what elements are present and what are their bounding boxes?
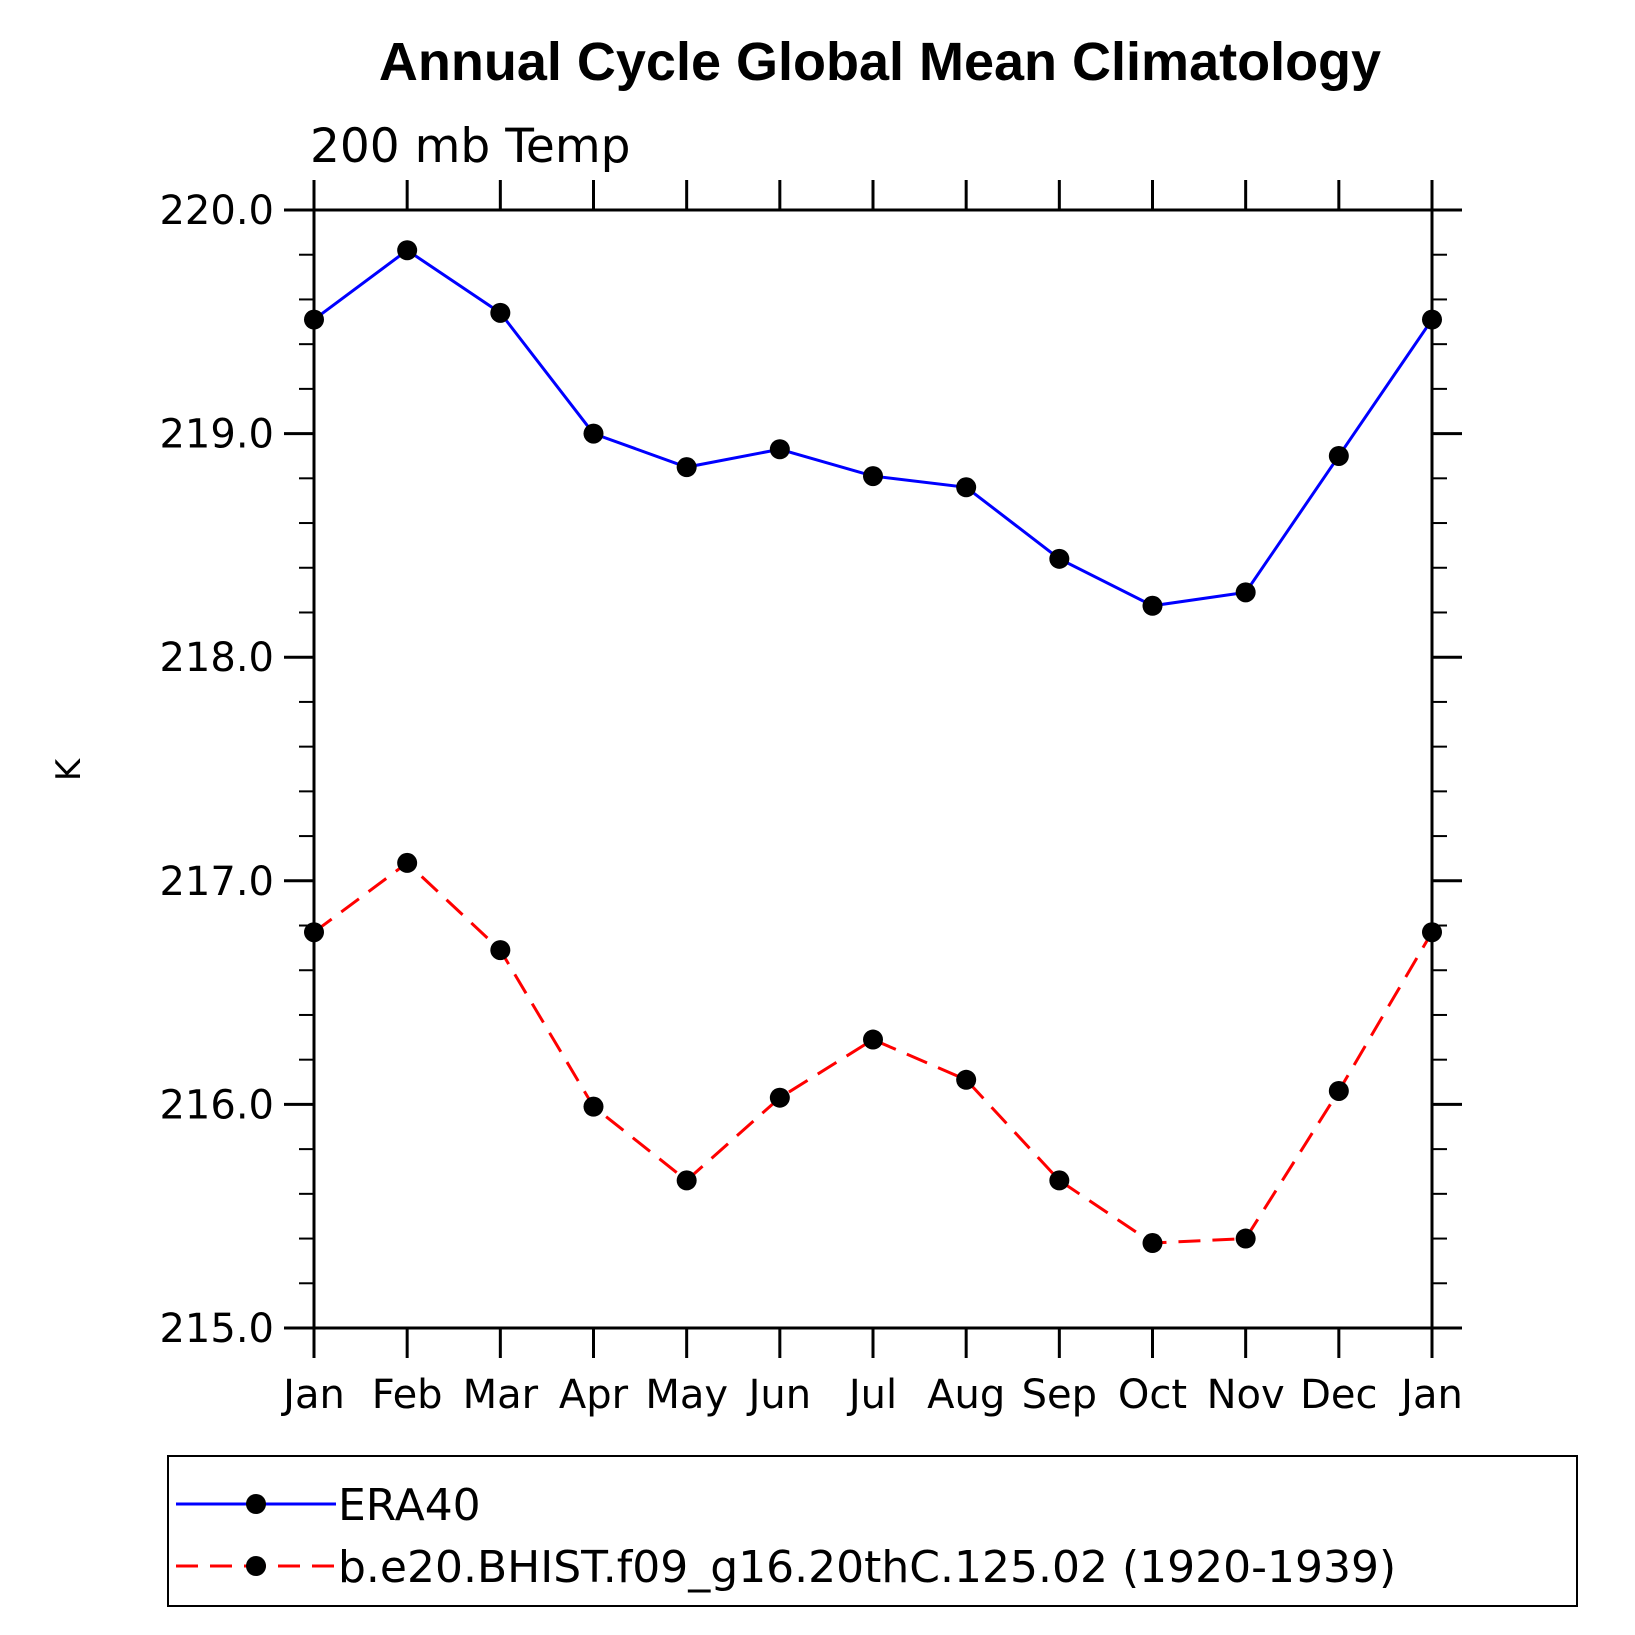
legend-label: ERA40 bbox=[338, 1480, 481, 1531]
data-point bbox=[1142, 1233, 1163, 1254]
x-tick-label: Jul bbox=[846, 1372, 897, 1418]
data-point bbox=[583, 423, 604, 444]
y-tick-label: 215.0 bbox=[159, 1306, 274, 1352]
x-tick-label: Apr bbox=[559, 1372, 629, 1418]
legend: ERA40 b.e20.BHIST.f09_g16.20thC.125.02 (1… bbox=[167, 1455, 1578, 1607]
x-tick-label: Dec bbox=[1300, 1372, 1377, 1418]
data-point bbox=[676, 457, 697, 478]
y-tick-label: 220.0 bbox=[159, 188, 274, 234]
data-point bbox=[1049, 1170, 1070, 1191]
chart-subtitle: 200 mb Temp bbox=[310, 119, 630, 174]
x-tick-label: Aug bbox=[927, 1372, 1005, 1418]
data-point bbox=[1235, 1228, 1256, 1249]
data-point bbox=[397, 240, 418, 261]
axis-ticks bbox=[284, 180, 1462, 1358]
data-point bbox=[676, 1170, 697, 1191]
x-tick-label: Jan bbox=[280, 1372, 345, 1418]
legend-marker bbox=[246, 1556, 266, 1576]
data-point bbox=[956, 1069, 977, 1090]
series-line bbox=[313, 860, 1434, 1245]
x-tick-label: Mar bbox=[463, 1372, 539, 1418]
x-tick-label: Nov bbox=[1207, 1372, 1285, 1418]
data-point bbox=[1142, 595, 1163, 616]
data-point bbox=[769, 1087, 790, 1108]
legend-items: ERA40 b.e20.BHIST.f09_g16.20thC.125.02 (1… bbox=[176, 1480, 1396, 1593]
plot-frame bbox=[312, 208, 1434, 1330]
x-tick-label: Jan bbox=[1398, 1372, 1463, 1418]
y-tick-label: 217.0 bbox=[159, 859, 274, 905]
data-point bbox=[490, 302, 511, 323]
data-point bbox=[1235, 582, 1256, 603]
x-tick-label: Oct bbox=[1118, 1372, 1187, 1418]
data-point bbox=[1328, 1080, 1349, 1101]
y-tick-label: 218.0 bbox=[159, 635, 274, 681]
data-point bbox=[769, 439, 790, 460]
y-axis-title: K bbox=[49, 757, 89, 781]
data-point bbox=[583, 1096, 604, 1117]
data-point bbox=[863, 1029, 883, 1050]
legend-box bbox=[167, 1455, 1578, 1607]
chart-title: Annual Cycle Global Mean Climatology bbox=[379, 32, 1381, 92]
x-tick-label: Feb bbox=[372, 1372, 443, 1418]
data-point bbox=[1049, 548, 1070, 569]
data-point bbox=[490, 940, 511, 961]
data-point bbox=[956, 477, 977, 498]
x-tick-label: Jun bbox=[746, 1372, 812, 1418]
series-line bbox=[313, 248, 1434, 608]
y-tick-label: 219.0 bbox=[159, 412, 274, 458]
data-point bbox=[1328, 445, 1349, 466]
data-point bbox=[863, 466, 883, 487]
x-tick-label: Sep bbox=[1022, 1372, 1097, 1418]
data-point bbox=[397, 852, 418, 873]
axis-tick-labels: Jan Feb Mar Apr May Jun Jul Aug Sep Oct Nov Dec Jan2… bbox=[159, 188, 1462, 1418]
x-tick-label: May bbox=[645, 1372, 728, 1418]
legend-marker bbox=[246, 1494, 266, 1514]
series-layer bbox=[304, 240, 1442, 1254]
y-tick-label: 216.0 bbox=[159, 1082, 274, 1128]
legend-label: b.e20.BHIST.f09_g16.20thC.125.02 (1920-1… bbox=[338, 1542, 1396, 1593]
